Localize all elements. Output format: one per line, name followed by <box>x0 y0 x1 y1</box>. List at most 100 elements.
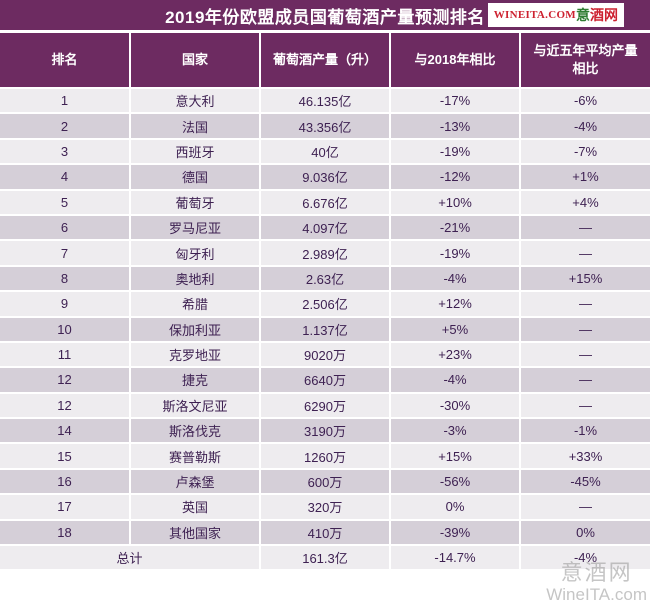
vs-2018-cell: -3% <box>389 417 521 445</box>
rank-cell: 8 <box>0 264 131 293</box>
rank-cell: 10 <box>0 315 131 343</box>
production-cell: 2.989亿 <box>259 239 391 267</box>
watermark-latin: WineITA.com <box>546 585 647 605</box>
total-vs-2018-cell: -14.7% <box>389 544 521 572</box>
country-cell: 希腊 <box>129 290 261 318</box>
vs-5yr-avg-cell: -45% <box>519 467 650 496</box>
vs-5yr-avg-cell: +1% <box>519 163 650 191</box>
country-cell: 其他国家 <box>129 518 261 547</box>
column-header-country: 国家 <box>129 33 261 89</box>
column-header-rank: 排名 <box>0 33 131 89</box>
title-bar: 2019年份欧盟成员国葡萄酒产量预测排名 WINEITA.COM 意酒网 <box>0 0 650 30</box>
vs-2018-cell: -30% <box>389 391 521 420</box>
total-vs-5yr-avg-cell: -4% <box>519 544 650 572</box>
table-row: 17 英国 320万 0% — <box>0 493 650 521</box>
rank-cell: 7 <box>0 239 131 267</box>
country-cell: 保加利亚 <box>129 315 261 343</box>
total-production-cell: 161.3亿 <box>259 544 391 572</box>
rank-cell: 15 <box>0 442 131 470</box>
rank-cell: 14 <box>0 417 131 445</box>
vs-2018-cell: +10% <box>389 188 521 216</box>
vs-2018-cell: -13% <box>389 112 521 140</box>
wineita-logo: WINEITA.COM 意酒网 <box>487 3 624 27</box>
table-row: 9 希腊 2.506亿 +12% — <box>0 290 650 318</box>
table-row: 10 保加利亚 1.137亿 +5% — <box>0 315 650 343</box>
vs-2018-cell: -19% <box>389 137 521 166</box>
column-header-vs-5yr-avg: 与近五年平均产量相比 <box>519 33 650 89</box>
rank-cell: 5 <box>0 188 131 216</box>
country-cell: 斯洛伐克 <box>129 417 261 445</box>
rank-cell: 11 <box>0 340 131 369</box>
vs-5yr-avg-cell: — <box>519 366 650 394</box>
production-cell: 6.676亿 <box>259 188 391 216</box>
production-cell: 1260万 <box>259 442 391 470</box>
country-cell: 法国 <box>129 112 261 140</box>
country-cell: 德国 <box>129 163 261 191</box>
country-cell: 奥地利 <box>129 264 261 293</box>
vs-2018-cell: +5% <box>389 315 521 343</box>
country-cell: 葡萄牙 <box>129 188 261 216</box>
table-footer: 总计 161.3亿 -14.7% -4% <box>0 544 650 572</box>
rank-cell: 12 <box>0 366 131 394</box>
column-header-production: 葡萄酒产量（升） <box>259 33 391 89</box>
rank-cell: 1 <box>0 86 131 115</box>
vs-5yr-avg-cell: 0% <box>519 518 650 547</box>
country-cell: 捷克 <box>129 366 261 394</box>
production-cell: 3190万 <box>259 417 391 445</box>
vs-5yr-avg-cell: — <box>519 315 650 343</box>
production-cell: 6640万 <box>259 366 391 394</box>
country-cell: 英国 <box>129 493 261 521</box>
production-cell: 1.137亿 <box>259 315 391 343</box>
table-row: 4 德国 9.036亿 -12% +1% <box>0 163 650 191</box>
rank-cell: 12 <box>0 391 131 420</box>
production-cell: 2.506亿 <box>259 290 391 318</box>
country-cell: 西班牙 <box>129 137 261 166</box>
production-cell: 43.356亿 <box>259 112 391 140</box>
vs-2018-cell: -21% <box>389 213 521 242</box>
total-label-cell: 总计 <box>0 544 261 572</box>
country-cell: 斯洛文尼亚 <box>129 391 261 420</box>
table-row: 12 斯洛文尼亚 6290万 -30% — <box>0 391 650 420</box>
vs-5yr-avg-cell: +4% <box>519 188 650 216</box>
page-title: 2019年份欧盟成员国葡萄酒产量预测排名 <box>165 7 485 27</box>
vs-2018-cell: -39% <box>389 518 521 547</box>
production-cell: 2.63亿 <box>259 264 391 293</box>
table-row: 1 意大利 46.135亿 -17% -6% <box>0 86 650 115</box>
vs-2018-cell: -17% <box>389 86 521 115</box>
vs-5yr-avg-cell: -7% <box>519 137 650 166</box>
header-row: 排名 国家 葡萄酒产量（升） 与2018年相比 与近五年平均产量相比 <box>0 33 650 89</box>
wine-production-ranking-table: 排名 国家 葡萄酒产量（升） 与2018年相比 与近五年平均产量相比 1 意大利 4… <box>0 33 650 572</box>
vs-5yr-avg-cell: — <box>519 239 650 267</box>
vs-2018-cell: -19% <box>389 239 521 267</box>
vs-2018-cell: -4% <box>389 264 521 293</box>
country-cell: 赛普勒斯 <box>129 442 261 470</box>
production-cell: 410万 <box>259 518 391 547</box>
vs-5yr-avg-cell: +15% <box>519 264 650 293</box>
vs-2018-cell: +12% <box>389 290 521 318</box>
rank-cell: 17 <box>0 493 131 521</box>
country-cell: 匈牙利 <box>129 239 261 267</box>
logo-latin-text: WINEITA.COM <box>493 9 576 21</box>
vs-5yr-avg-cell: — <box>519 290 650 318</box>
table-row: 15 赛普勒斯 1260万 +15% +33% <box>0 442 650 470</box>
logo-cn-rest-chars: 酒网 <box>590 7 618 23</box>
vs-5yr-avg-cell: — <box>519 213 650 242</box>
table-row: 11 克罗地亚 9020万 +23% — <box>0 340 650 369</box>
rank-cell: 2 <box>0 112 131 140</box>
table-row: 16 卢森堡 600万 -56% -45% <box>0 467 650 496</box>
column-header-vs-2018: 与2018年相比 <box>389 33 521 89</box>
country-cell: 意大利 <box>129 86 261 115</box>
rank-cell: 18 <box>0 518 131 547</box>
table-row: 2 法国 43.356亿 -13% -4% <box>0 112 650 140</box>
vs-5yr-avg-cell: -6% <box>519 86 650 115</box>
table-body: 1 意大利 46.135亿 -17% -6% 2 法国 43.356亿 -13% -4% 3 西班牙 4… <box>0 86 650 547</box>
production-cell: 600万 <box>259 467 391 496</box>
vs-2018-cell: +23% <box>389 340 521 369</box>
rank-cell: 3 <box>0 137 131 166</box>
vs-5yr-avg-cell: — <box>519 340 650 369</box>
table-row: 7 匈牙利 2.989亿 -19% — <box>0 239 650 267</box>
country-cell: 卢森堡 <box>129 467 261 496</box>
total-row: 总计 161.3亿 -14.7% -4% <box>0 544 650 572</box>
production-cell: 46.135亿 <box>259 86 391 115</box>
vs-2018-cell: -4% <box>389 366 521 394</box>
